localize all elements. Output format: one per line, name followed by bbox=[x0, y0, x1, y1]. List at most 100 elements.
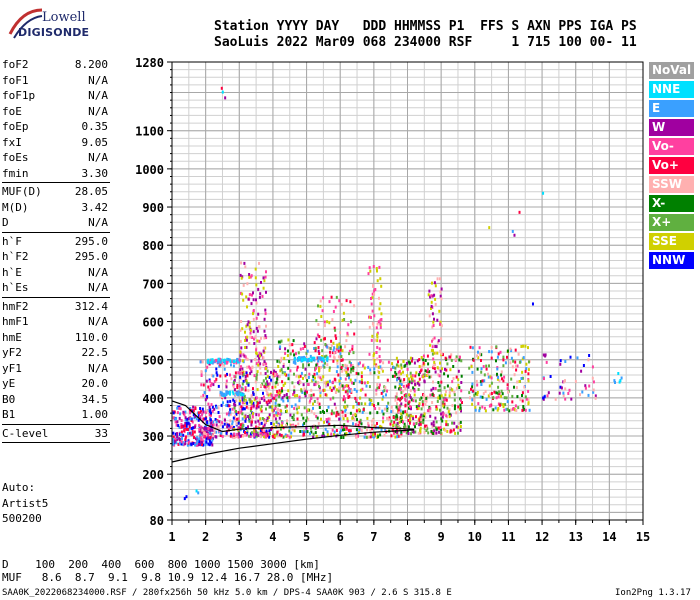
echo-point bbox=[233, 388, 236, 391]
echo-point bbox=[513, 233, 516, 237]
echo-point bbox=[196, 439, 199, 443]
echo-point bbox=[333, 432, 335, 436]
echo-point bbox=[399, 388, 402, 392]
echo-point bbox=[245, 379, 248, 383]
echo-point bbox=[471, 385, 474, 389]
echo-point bbox=[443, 386, 446, 390]
echo-point bbox=[429, 409, 432, 413]
echo-point bbox=[324, 384, 327, 388]
echo-point bbox=[248, 275, 251, 279]
echo-point bbox=[412, 386, 415, 390]
echo-point bbox=[455, 411, 458, 415]
echo-point bbox=[568, 388, 571, 392]
echo-point bbox=[256, 431, 259, 435]
echo-point bbox=[252, 401, 255, 405]
echo-point bbox=[524, 395, 527, 399]
echo-point bbox=[232, 426, 235, 429]
echo-point bbox=[399, 404, 402, 408]
echo-point bbox=[445, 390, 447, 393]
echo-point bbox=[446, 429, 449, 433]
echo-point bbox=[282, 362, 285, 366]
echo-point bbox=[591, 376, 594, 380]
echo-point bbox=[244, 431, 246, 434]
echo-point bbox=[243, 407, 246, 411]
echo-point bbox=[436, 366, 439, 370]
echo-point bbox=[217, 425, 220, 429]
echo-point bbox=[192, 405, 195, 409]
echo-point bbox=[581, 390, 584, 394]
echo-point bbox=[184, 438, 187, 442]
echo-point bbox=[259, 428, 262, 432]
echo-point bbox=[400, 366, 403, 370]
echo-point bbox=[448, 408, 451, 412]
echo-point bbox=[316, 333, 319, 337]
echo-point bbox=[580, 369, 583, 373]
echo-point bbox=[310, 430, 313, 434]
echo-point bbox=[375, 267, 378, 270]
echo-point bbox=[201, 443, 203, 446]
echo-point bbox=[229, 373, 231, 377]
echo-point bbox=[244, 265, 247, 269]
echo-point bbox=[340, 429, 343, 433]
echo-point bbox=[348, 360, 351, 364]
echo-point bbox=[343, 395, 345, 399]
echo-point bbox=[309, 399, 312, 403]
echo-point bbox=[259, 417, 262, 421]
echo-point bbox=[202, 393, 205, 397]
echo-point bbox=[372, 433, 375, 437]
x-tick-label: 10 bbox=[468, 530, 482, 544]
echo-point bbox=[217, 384, 220, 388]
echo-point bbox=[356, 431, 359, 435]
echo-point bbox=[263, 279, 266, 283]
echo-point bbox=[220, 431, 222, 435]
echo-point bbox=[217, 357, 220, 361]
echo-point bbox=[227, 358, 230, 361]
echo-point bbox=[344, 397, 346, 401]
echo-point bbox=[506, 407, 509, 411]
echo-point bbox=[230, 360, 233, 364]
echo-point bbox=[381, 409, 384, 413]
echo-point bbox=[260, 281, 262, 284]
echo-point bbox=[197, 491, 200, 495]
echo-point bbox=[234, 414, 236, 418]
echo-point bbox=[416, 359, 419, 363]
echo-point bbox=[244, 386, 247, 390]
echo-point bbox=[204, 417, 207, 421]
echo-point bbox=[261, 417, 264, 420]
echo-point bbox=[190, 442, 193, 446]
echo-point bbox=[211, 409, 214, 413]
echo-point bbox=[292, 360, 295, 364]
echo-point bbox=[307, 363, 310, 367]
echo-point bbox=[497, 407, 500, 410]
echo-point bbox=[342, 436, 345, 439]
echo-point bbox=[372, 418, 375, 422]
echo-point bbox=[322, 388, 325, 392]
echo-point bbox=[313, 372, 316, 376]
echo-point bbox=[320, 378, 323, 382]
echo-point bbox=[375, 388, 378, 392]
echo-point bbox=[378, 407, 381, 411]
echo-point bbox=[198, 437, 201, 441]
echo-point bbox=[407, 377, 410, 381]
param-name: foE bbox=[2, 104, 22, 118]
echo-point bbox=[250, 274, 253, 278]
echo-point bbox=[336, 365, 339, 369]
echo-point bbox=[375, 326, 378, 330]
echo-point bbox=[245, 338, 248, 342]
echo-point bbox=[174, 432, 177, 436]
echo-point bbox=[342, 386, 345, 390]
echo-point bbox=[318, 352, 321, 355]
echo-point bbox=[181, 437, 183, 441]
echo-point bbox=[300, 371, 303, 375]
echo-point bbox=[274, 406, 277, 410]
echo-point bbox=[497, 385, 500, 389]
echo-point bbox=[527, 368, 530, 372]
echo-point bbox=[382, 412, 385, 416]
echo-point bbox=[240, 346, 243, 350]
echo-point bbox=[481, 379, 484, 383]
header-row-2: SaoLuis 2022 Mar09 068 234000 RSF 1 715 … bbox=[214, 35, 637, 50]
echo-point bbox=[498, 392, 501, 396]
echo-point bbox=[221, 435, 224, 438]
echo-point bbox=[200, 383, 203, 387]
x-tick-label: 4 bbox=[269, 530, 276, 544]
